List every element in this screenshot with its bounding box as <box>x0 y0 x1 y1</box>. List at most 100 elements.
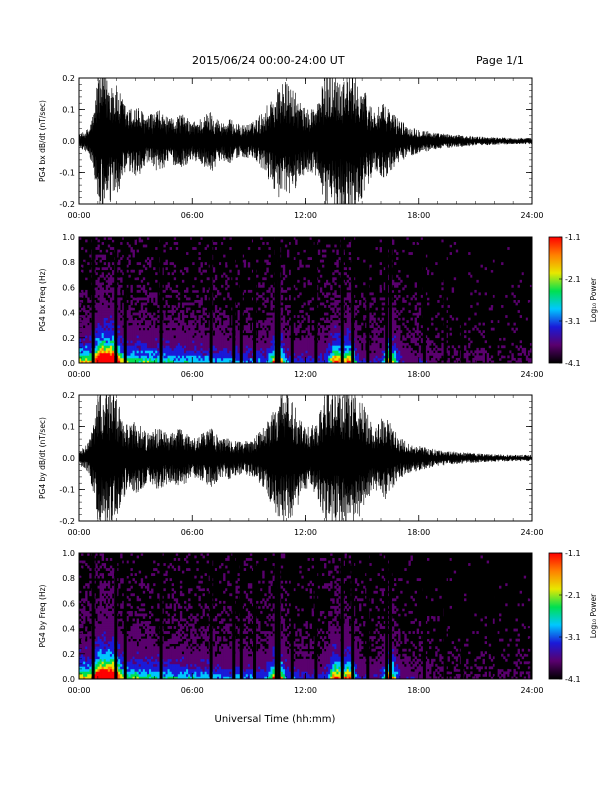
spectrogram-cell <box>126 315 129 318</box>
spectrogram-cell <box>243 335 247 339</box>
spectrogram-cell <box>81 320 84 323</box>
spectrogram-cell <box>476 357 479 361</box>
spectrogram-cell <box>354 300 358 303</box>
spectrogram-cell <box>303 302 306 306</box>
spectrogram-cell <box>396 345 399 349</box>
spectrogram-cell <box>391 360 395 364</box>
spectrogram-cell <box>282 352 286 356</box>
spectrogram-cell <box>188 360 191 364</box>
spectrogram-cell <box>394 294 397 298</box>
spectrogram-cell <box>155 300 158 303</box>
spectrogram-cell <box>383 302 387 306</box>
spectrogram-cell <box>192 332 195 336</box>
spectrogram-cell <box>225 347 228 351</box>
spectrogram-cell <box>258 247 261 250</box>
spectrogram-cell <box>225 332 228 336</box>
spectrogram-cell <box>202 312 205 316</box>
spectrogram-cell <box>486 360 490 364</box>
spectrogram-cell <box>190 332 193 336</box>
spectrogram-cell <box>136 300 140 303</box>
spectrogram-cell <box>175 342 179 346</box>
spectrogram-cell <box>408 350 411 354</box>
spectrogram-cell <box>375 355 378 359</box>
spectrogram-cell <box>122 332 125 336</box>
spectrogram-cell <box>266 242 269 245</box>
spectrogram-cell <box>371 355 374 359</box>
spectrogram-cell <box>272 297 275 301</box>
spectrogram-cell <box>258 355 261 359</box>
spectrogram-cell <box>196 244 199 248</box>
spectrogram-cell <box>120 264 123 268</box>
spectrogram-cell <box>260 254 263 258</box>
spectrogram-cell <box>394 307 397 311</box>
spectrogram-cell <box>157 350 160 354</box>
spectrogram-cell <box>181 312 185 316</box>
spectrogram-cell <box>142 352 146 356</box>
spectrogram-cell <box>206 337 210 341</box>
spectrogram-cell <box>105 249 109 253</box>
spectrogram-cell <box>99 340 102 344</box>
spectrogram-cell <box>101 352 105 356</box>
spectrogram-cell <box>289 332 292 336</box>
spectrogram-cell <box>132 269 135 273</box>
spectrogram-cell <box>381 302 385 306</box>
spectrogram-cell <box>89 269 92 273</box>
spectrogram-cell <box>256 347 259 351</box>
spectrogram-cell <box>280 352 284 356</box>
spectrogram-cell <box>130 345 133 349</box>
spectrogram-cell <box>404 340 407 344</box>
spectrogram-cell <box>227 277 230 281</box>
spectrogram-cell <box>433 357 436 361</box>
spectrogram-cell <box>379 284 382 288</box>
spectrogram-cell <box>103 315 107 318</box>
spectrogram-cell <box>165 325 168 329</box>
spectrogram-cell <box>202 350 205 354</box>
spectrogram-cell <box>81 340 84 344</box>
spectrogram-cell <box>192 320 195 323</box>
spectrogram-cell <box>153 252 156 255</box>
spectrogram-cell <box>359 350 362 354</box>
spectrogram-cell <box>81 345 84 349</box>
spectrogram-cell <box>99 352 102 356</box>
spectrogram-cell <box>179 332 183 336</box>
spectrogram-cell <box>192 287 195 291</box>
spectrogram-cell <box>204 347 207 351</box>
spectrogram-cell <box>223 325 226 329</box>
spectrogram-cell <box>179 342 183 346</box>
spectrogram-cell <box>344 282 347 286</box>
spectrogram-cell <box>134 242 137 245</box>
spectrogram-cell <box>122 342 125 346</box>
spectrogram-cell <box>375 264 378 268</box>
spectrogram-cell <box>309 347 312 351</box>
spectrogram-cell <box>111 325 115 329</box>
spectrogram-cell <box>324 244 327 248</box>
spectrogram-cell <box>348 277 352 281</box>
spectrogram-cell <box>375 342 378 346</box>
spectrogram-cell <box>379 320 382 323</box>
spectrogram-cell <box>408 305 411 308</box>
spectrogram-cell <box>324 259 327 263</box>
spectrogram-cell <box>227 352 230 356</box>
spectrogram-cell <box>416 302 420 306</box>
spectrogram-cell <box>416 342 420 346</box>
spectrogram-cell <box>216 335 220 339</box>
spectrogram-cell <box>140 269 144 273</box>
spectrogram-cell <box>344 302 347 306</box>
spectrogram-cell <box>81 292 84 296</box>
spectrogram-cell <box>229 312 232 316</box>
spectrogram-cell <box>272 355 275 359</box>
spectrogram-cell <box>97 337 100 341</box>
spectrogram-cell <box>97 297 100 301</box>
spectrogram-cell <box>369 360 372 364</box>
spectrogram-cell <box>379 340 382 344</box>
spectrogram-cell <box>305 340 308 344</box>
spectrogram-cell <box>319 274 323 278</box>
spectrogram-cell <box>282 289 286 293</box>
spectrogram-cell <box>200 264 203 268</box>
spectrogram-cell <box>184 347 187 351</box>
spectrogram-cell <box>497 350 500 354</box>
spectrogram-cell <box>85 327 88 331</box>
page-title: 2015/06/24 00:00-24:00 UT <box>192 54 345 67</box>
spectrogram-cell <box>153 352 156 356</box>
spectrogram-cell <box>144 259 148 263</box>
